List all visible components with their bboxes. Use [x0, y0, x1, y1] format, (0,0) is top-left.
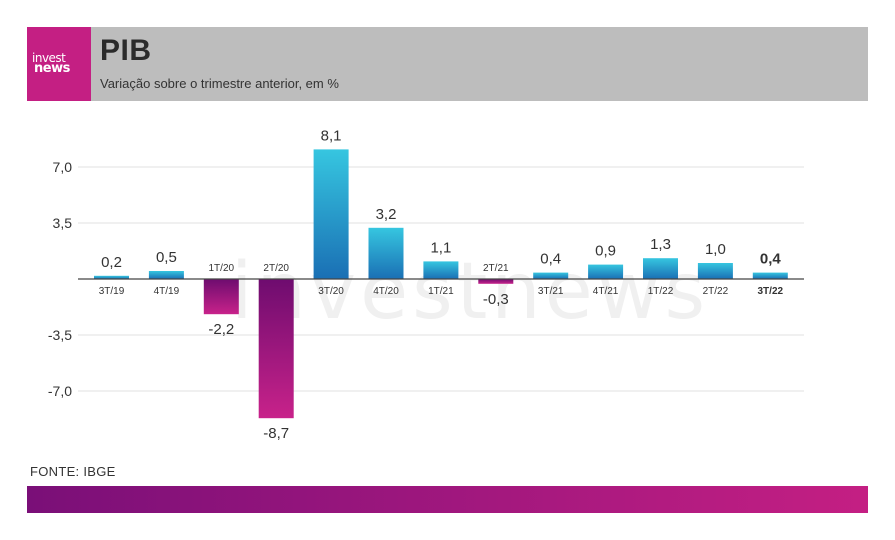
category-label: 3T/22 — [758, 286, 784, 297]
category-label: 4T/20 — [373, 286, 399, 297]
y-tick-label: 7,0 — [53, 159, 73, 175]
watermark-text: investnews — [231, 247, 709, 337]
category-label: 3T/19 — [99, 286, 125, 297]
y-tick-label: -7,0 — [48, 383, 72, 399]
chart-title: PIB — [100, 34, 152, 67]
category-label: 2T/20 — [263, 263, 289, 274]
category-label: 2T/22 — [703, 286, 729, 297]
bar-3T-22 — [752, 272, 788, 279]
category-label: 3T/21 — [538, 286, 564, 297]
logo-line-1: invest — [32, 51, 66, 65]
bar-2T-20 — [258, 279, 294, 419]
y-tick-label: 3,5 — [53, 215, 73, 231]
source-note: FONTE: IBGE — [30, 464, 116, 479]
value-label: 1,1 — [430, 239, 451, 256]
category-label: 3T/20 — [318, 286, 344, 297]
bar-3T-21 — [533, 272, 569, 279]
header-bar — [27, 27, 868, 101]
bar-4T-20 — [368, 227, 404, 279]
chart-subtitle: Variação sobre o trimestre anterior, em … — [100, 76, 339, 91]
bar-4T-21 — [588, 264, 624, 279]
value-label: -0,3 — [483, 291, 509, 308]
category-label: 4T/19 — [154, 286, 180, 297]
bar-2T-22 — [697, 263, 733, 279]
category-label: 4T/21 — [593, 286, 619, 297]
value-label: 0,4 — [540, 251, 561, 268]
investnews-logo: invest news — [27, 27, 91, 101]
bar-1T-21 — [423, 261, 459, 279]
value-label: 8,1 — [321, 127, 342, 144]
value-label: 1,3 — [650, 236, 671, 253]
value-label: 3,2 — [376, 206, 397, 223]
bottom-gradient-bar — [27, 486, 868, 513]
value-label: -8,7 — [263, 425, 289, 442]
bar-1T-20 — [203, 279, 239, 315]
value-label: 0,4 — [760, 251, 782, 268]
category-label: 1T/21 — [428, 286, 454, 297]
bar-2T-21 — [478, 279, 514, 284]
category-label: 2T/21 — [483, 263, 509, 274]
value-label: 1,0 — [705, 241, 726, 258]
category-label: 1T/20 — [209, 263, 235, 274]
bar-3T-19 — [94, 275, 129, 279]
bar-1T-22 — [643, 258, 678, 279]
value-label: 0,9 — [595, 243, 616, 260]
value-label: 0,2 — [101, 254, 122, 271]
category-label: 1T/22 — [648, 286, 674, 297]
bar-3T-20 — [313, 149, 349, 279]
bar-4T-19 — [148, 271, 184, 279]
value-label: 0,5 — [156, 249, 177, 266]
y-tick-label: -3,5 — [48, 327, 72, 343]
logo-line-2: news — [34, 61, 70, 76]
value-label: -2,2 — [208, 321, 234, 338]
